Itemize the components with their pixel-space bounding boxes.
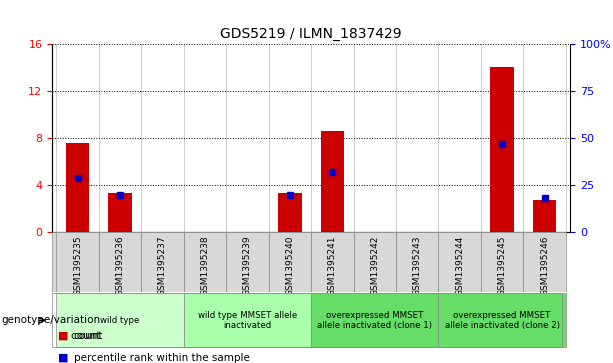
Text: overexpressed MMSET
allele inactivated (clone 2): overexpressed MMSET allele inactivated (…	[444, 311, 560, 330]
Bar	[533, 200, 556, 232]
Text: GSM1395243: GSM1395243	[413, 235, 422, 296]
Bar	[524, 232, 566, 292]
Bar	[311, 232, 354, 292]
Bar	[438, 232, 481, 292]
Text: genotype/variation: genotype/variation	[1, 315, 101, 325]
Text: GSM1395239: GSM1395239	[243, 235, 252, 296]
Bar	[268, 232, 311, 292]
Bar	[141, 232, 184, 292]
Bar	[56, 232, 99, 292]
Text: GSM1395241: GSM1395241	[328, 235, 337, 296]
Bar	[354, 232, 396, 292]
Bar	[184, 293, 311, 347]
Text: GSM1395244: GSM1395244	[455, 235, 464, 296]
Bar	[481, 232, 524, 292]
Text: GSM1395246: GSM1395246	[540, 235, 549, 296]
Bar	[66, 143, 89, 232]
Text: GSM1395240: GSM1395240	[286, 235, 294, 296]
Bar	[438, 293, 566, 347]
Text: GSM1395236: GSM1395236	[115, 235, 124, 296]
Text: count: count	[74, 331, 103, 341]
Bar	[490, 67, 514, 232]
Text: GSM1395235: GSM1395235	[73, 235, 82, 296]
Bar	[278, 193, 302, 232]
Text: percentile rank within the sample: percentile rank within the sample	[74, 352, 249, 363]
Bar	[184, 232, 226, 292]
Bar	[321, 131, 344, 232]
Bar	[396, 232, 438, 292]
Text: wild type MMSET allele
inactivated: wild type MMSET allele inactivated	[198, 311, 297, 330]
Text: GSM1395245: GSM1395245	[498, 235, 507, 296]
Text: ■ count: ■ count	[58, 331, 101, 341]
Text: wild type: wild type	[101, 316, 140, 325]
Text: overexpressed MMSET
allele inactivated (clone 1): overexpressed MMSET allele inactivated (…	[318, 311, 432, 330]
Title: GDS5219 / ILMN_1837429: GDS5219 / ILMN_1837429	[220, 27, 402, 41]
Bar	[226, 232, 268, 292]
Bar	[109, 193, 132, 232]
Bar	[311, 293, 438, 347]
Text: GSM1395242: GSM1395242	[370, 235, 379, 296]
Text: ■: ■	[58, 352, 69, 363]
Bar	[56, 293, 184, 347]
Text: GSM1395237: GSM1395237	[158, 235, 167, 296]
Text: ■: ■	[58, 331, 69, 341]
Text: GSM1395238: GSM1395238	[200, 235, 210, 296]
Bar	[99, 232, 141, 292]
